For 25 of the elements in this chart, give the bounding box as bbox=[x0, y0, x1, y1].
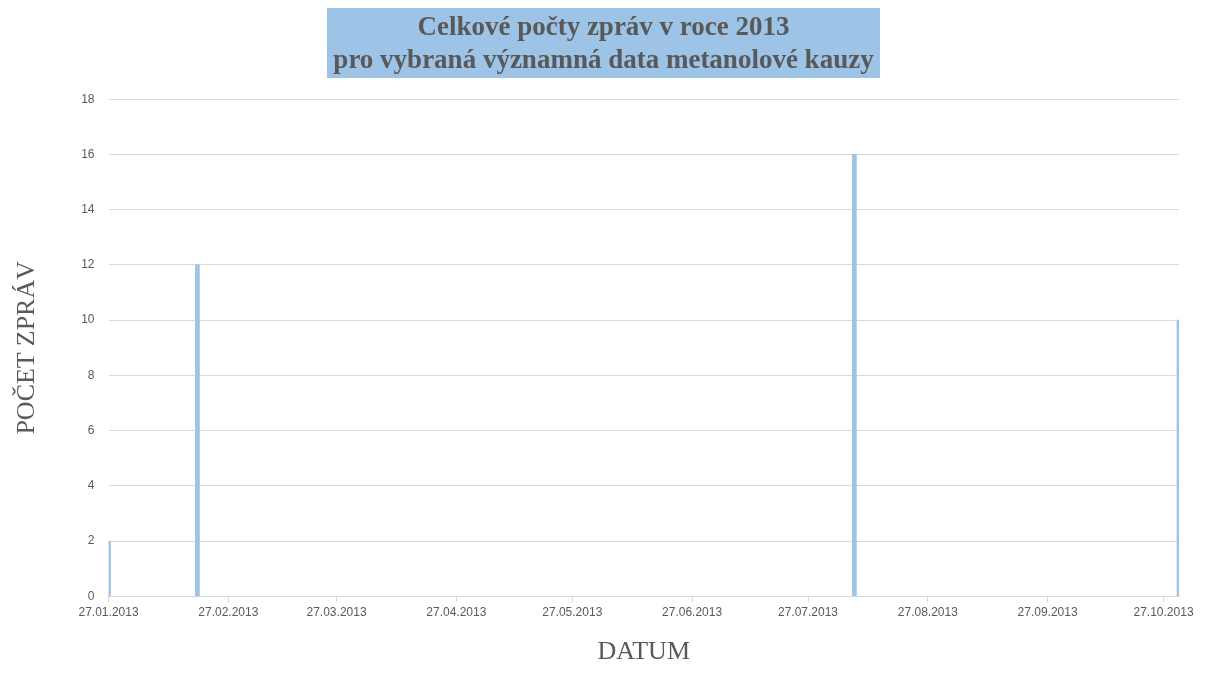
bar bbox=[195, 264, 200, 597]
x-tick-label: 27.08.2013 bbox=[897, 604, 959, 619]
y-tick-label: 18 bbox=[81, 91, 95, 106]
y-tick-label: 0 bbox=[87, 588, 95, 603]
x-tick-label: 27.07.2013 bbox=[777, 604, 839, 619]
x-axis-title: DATUM bbox=[597, 636, 690, 666]
bar bbox=[852, 154, 857, 597]
y-axis-title: POČET ZPRÁV bbox=[11, 260, 41, 435]
x-tick-label: 27.01.2013 bbox=[78, 604, 139, 619]
x-tick-label: 27.03.2013 bbox=[306, 604, 367, 619]
x-tick-label: 27.10.2013 bbox=[1133, 604, 1194, 619]
y-tick-label: 4 bbox=[87, 478, 95, 493]
x-tick-label: 27.02.2013 bbox=[198, 604, 259, 619]
y-tick-label: 14 bbox=[81, 202, 95, 216]
y-tick-label: 8 bbox=[87, 367, 95, 382]
y-tick-label: 6 bbox=[87, 422, 95, 437]
x-tick-label: 27.09.2013 bbox=[1017, 604, 1078, 619]
y-tick-label: 2 bbox=[87, 533, 95, 548]
y-tick-label: 10 bbox=[81, 312, 95, 327]
x-tick-label: 27.05.2013 bbox=[542, 604, 603, 619]
chart-title: Celkové počty zpráv v roce 2013 pro vybraná významná data metanolové kauzy bbox=[327, 8, 880, 78]
y-tick-label: 16 bbox=[81, 146, 95, 161]
x-tick-label: 27.04.2013 bbox=[426, 604, 487, 619]
y-tick-label: 12 bbox=[81, 257, 95, 272]
x-tick-label: 27.06.2013 bbox=[662, 604, 723, 619]
